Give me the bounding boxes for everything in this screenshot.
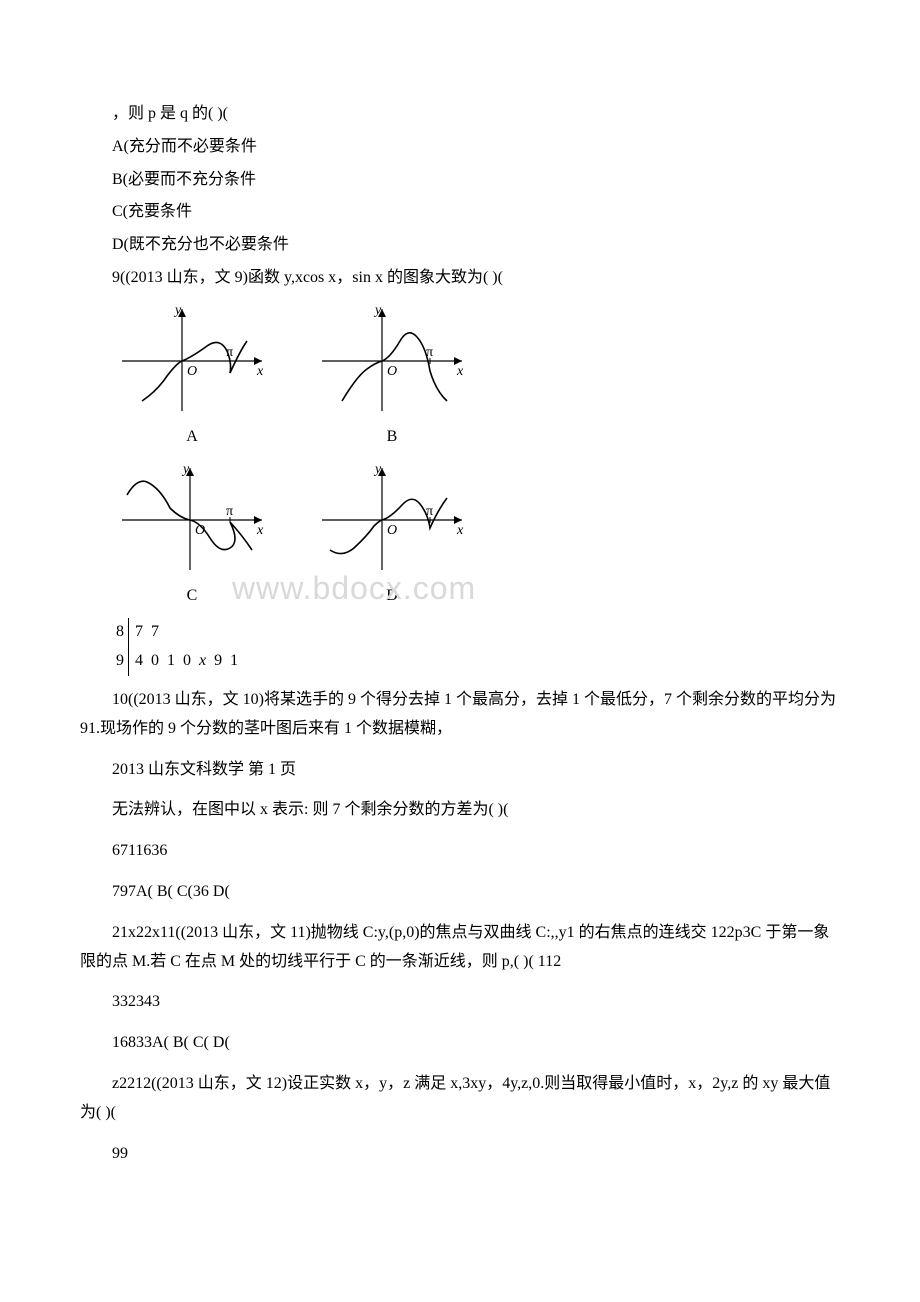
q10-options: 797A( B( C(36 D( <box>80 878 840 907</box>
graph-row-1: y x O π A y x O π B <box>112 301 840 452</box>
graph-label-a: A <box>112 423 272 452</box>
svg-text:x: x <box>456 364 464 379</box>
axis-y-label: y <box>173 303 182 318</box>
axis-x-label: x <box>256 364 264 379</box>
q10-numbers: 6711636 <box>80 837 840 866</box>
graph-label-b: B <box>312 423 472 452</box>
q11-options: 16833A( B( C( D( <box>80 1029 840 1058</box>
q11-numbers: 332343 <box>80 988 840 1017</box>
axis-origin: O <box>187 364 197 379</box>
graph-c: y x O π C <box>112 460 272 611</box>
page-footer-text: 2013 山东文科数学 第 1 页 <box>80 756 840 785</box>
axis-pi: π <box>226 345 233 360</box>
question-11: 21x22x11((2013 山东，文 11)抛物线 C:y,(p,0)的焦点与… <box>80 919 840 977</box>
question-12: z2212((2013 山东，文 12)设正实数 x，y，z 满足 x,3xy，… <box>80 1070 840 1128</box>
graph-row-2: y x O π C y x O π D www. <box>112 460 840 611</box>
q10-continued: 无法辨认，在图中以 x 表示: 则 7 个剩余分数的方差为( )( <box>80 796 840 825</box>
question-10: 10((2013 山东，文 10)将某选手的 9 个得分去掉 1 个最高分，去掉… <box>80 686 840 744</box>
option-a: A(充分而不必要条件 <box>80 133 840 162</box>
graph-label-c: C <box>112 582 272 611</box>
leaf-9: 4010x91 <box>128 647 246 676</box>
graphs-container: y x O π A y x O π B <box>112 301 840 611</box>
stem-9: 9 <box>112 647 128 676</box>
graph-b: y x O π B <box>312 301 472 452</box>
question-9: 9((2013 山东，文 9)函数 y,xcos x，sin x 的图象大致为(… <box>80 264 840 293</box>
option-b: B(必要而不充分条件 <box>80 166 840 195</box>
graph-a: y x O π A <box>112 301 272 452</box>
graph-label-d: D <box>312 582 472 611</box>
option-d: D(既不充分也不必要条件 <box>80 231 840 260</box>
stem-leaf-plot: 8 77 9 4010x91 <box>112 618 840 676</box>
svg-text:x: x <box>256 523 264 538</box>
svg-text:y: y <box>373 462 382 477</box>
svg-text:π: π <box>426 504 433 519</box>
svg-text:x: x <box>456 523 464 538</box>
svg-text:y: y <box>373 303 382 318</box>
svg-text:π: π <box>426 345 433 360</box>
text-line: ，则 p 是 q 的( )( <box>80 100 840 129</box>
svg-text:y: y <box>181 462 190 477</box>
graph-d: y x O π D <box>312 460 472 611</box>
svg-text:O: O <box>387 523 397 538</box>
stemleaf-row-1: 8 77 <box>112 618 840 647</box>
stemleaf-row-2: 9 4010x91 <box>112 647 840 676</box>
stem-8: 8 <box>112 618 128 647</box>
svg-text:O: O <box>387 364 397 379</box>
svg-text:π: π <box>226 504 233 519</box>
leaf-8: 77 <box>128 618 167 647</box>
svg-text:O: O <box>195 523 205 538</box>
option-c: C(充要条件 <box>80 198 840 227</box>
q12-numbers: 99 <box>80 1140 840 1169</box>
